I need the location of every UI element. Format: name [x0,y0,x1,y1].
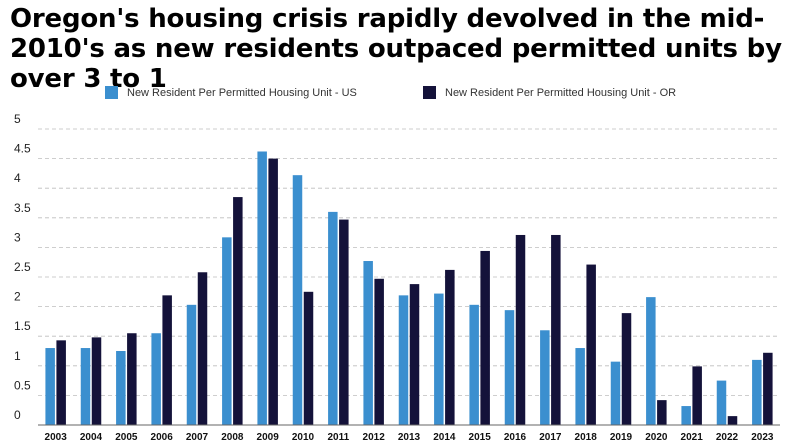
bar-or-2022 [727,416,738,425]
bar-us-2012 [363,261,373,425]
y-tick-label: 2 [14,290,21,304]
x-tick-label: 2019 [610,432,633,443]
legend-swatch-or [423,86,436,99]
x-tick-label: 2015 [469,432,492,443]
x-tick-label: 2023 [751,432,774,443]
bar-or-2011 [339,219,349,425]
bar-us-2011 [328,211,338,425]
legend-label-or: New Resident Per Permitted Housing Unit … [445,86,677,99]
chart-title: Oregon's housing crisis rapidly devolved… [10,4,782,94]
bar-or-2005 [127,333,137,425]
bar-or-2014 [445,269,455,425]
bar-us-2014 [434,293,444,425]
bar-us-2021 [681,406,691,425]
x-tick-label: 2006 [151,432,174,443]
bar-or-2007 [197,272,208,425]
bar-or-2003 [56,340,66,425]
legend-swatch-us [105,86,118,99]
x-tick-label: 2012 [363,432,386,443]
y-tick-label: 4.5 [14,142,31,156]
y-tick-label: 4 [14,171,21,185]
bar-us-2018 [575,348,585,425]
x-tick-label: 2007 [186,432,209,443]
bar-us-2016 [504,310,515,425]
x-tick-label: 2005 [115,432,138,443]
bar-or-2018 [586,264,596,425]
bar-us-2019 [610,361,621,425]
legend-item-us: New Resident Per Permitted Housing Unit … [105,86,357,99]
y-tick-label: 5 [14,112,21,126]
bar-us-2015 [469,304,479,425]
bar-or-2019 [621,313,632,425]
bar-us-2013 [398,295,409,425]
y-tick-label: 2.5 [14,260,31,274]
x-tick-label: 2016 [504,432,527,443]
bar-us-2020 [646,297,656,425]
legend-item-or: New Resident Per Permitted Housing Unit … [423,86,676,99]
bar-us-2003 [45,348,55,425]
bar-us-2022 [716,380,727,425]
x-tick-label: 2013 [398,432,421,443]
bar-us-2017 [540,330,550,425]
x-tick-label: 2008 [221,432,244,443]
bar-us-2009 [257,151,267,425]
bar-or-2013 [409,284,420,425]
legend: New Resident Per Permitted Housing Unit … [0,86,800,102]
y-tick-label: 3 [14,230,21,244]
bar-or-2004 [91,337,102,425]
bar-us-2008 [222,237,232,425]
bar-or-2021 [692,366,702,425]
x-tick-label: 2020 [645,432,668,443]
x-tick-label: 2021 [681,432,704,443]
x-tick-label: 2004 [80,432,103,443]
bar-or-2023 [763,352,773,425]
bar-or-2020 [657,400,667,425]
y-tick-label: 0.5 [14,378,31,392]
x-tick-label: 2014 [433,432,456,443]
bar-or-2016 [515,234,526,425]
x-tick-label: 2011 [327,432,349,443]
bar-us-2006 [151,333,161,425]
bar-us-2005 [116,351,126,425]
x-tick-label: 2022 [716,432,739,443]
x-tick-label: 2017 [539,432,562,443]
y-tick-label: 3.5 [14,201,31,215]
bar-or-2008 [233,197,243,425]
legend-label-us: New Resident Per Permitted Housing Unit … [127,86,357,99]
bar-or-2010 [303,291,314,425]
x-tick-label: 2010 [292,432,315,443]
bar-or-2009 [268,158,278,425]
y-tick-label: 1.5 [14,319,31,333]
y-tick-label: 0 [14,408,21,422]
x-tick-label: 2003 [45,432,68,443]
x-tick-label: 2009 [257,432,280,443]
bar-or-2012 [374,278,384,425]
y-tick-label: 1 [14,349,21,363]
bar-or-2017 [551,234,561,425]
bar-or-2015 [480,250,490,425]
bar-us-2010 [292,175,303,425]
bar-us-2004 [80,348,91,425]
bar-us-2023 [752,359,762,425]
bar-us-2007 [186,304,197,425]
bar-or-2006 [162,295,172,425]
x-tick-label: 2018 [575,432,598,443]
